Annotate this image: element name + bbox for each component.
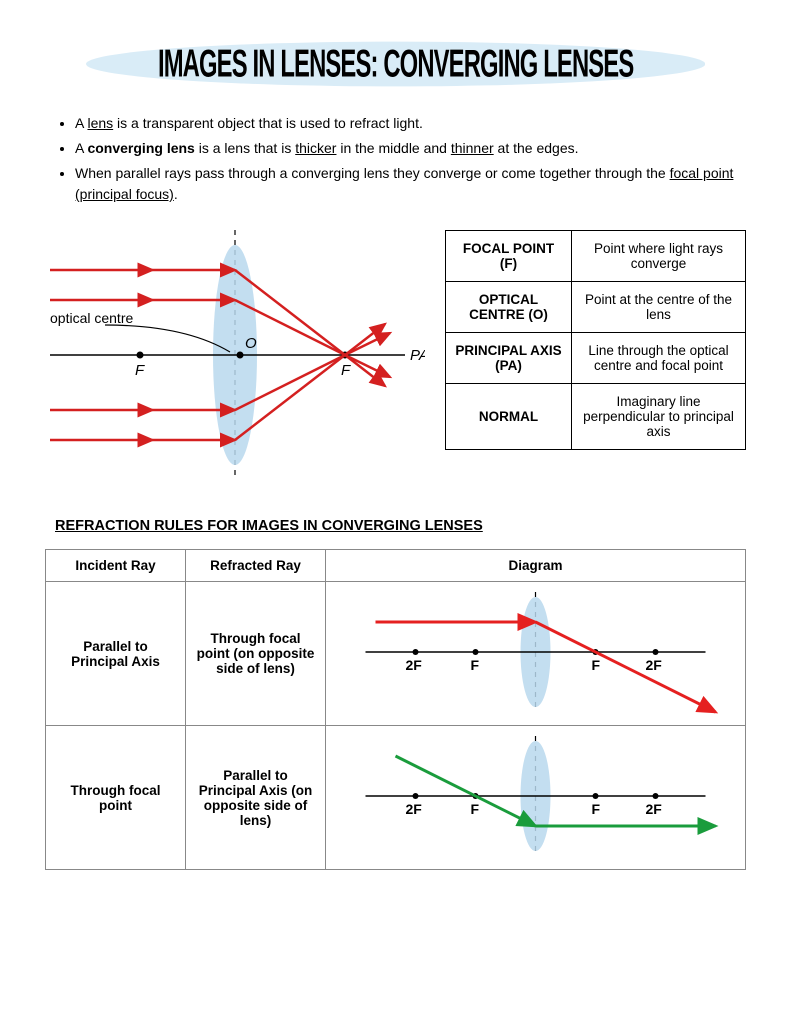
bullet-2: A converging lens is a lens that is thic… bbox=[75, 138, 746, 159]
svg-text:F: F bbox=[471, 657, 480, 673]
intro-bullets: A lens is a transparent object that is u… bbox=[75, 113, 746, 205]
def-row-optical-centre: OPTICAL CENTRE (O) Point at the centre o… bbox=[446, 282, 746, 333]
svg-text:2F: 2F bbox=[406, 657, 423, 673]
page-title-banner: IMAGES IN LENSES: CONVERGING LENSES bbox=[45, 40, 746, 88]
label-optical-centre: optical centre bbox=[50, 310, 133, 326]
page-title: IMAGES IN LENSES: CONVERGING LENSES bbox=[158, 42, 633, 87]
svg-text:2F: 2F bbox=[646, 801, 663, 817]
label-pa: PA bbox=[410, 347, 425, 364]
label-f-right: F bbox=[341, 362, 351, 379]
refraction-rules-table: Incident Ray Refracted Ray Diagram Paral… bbox=[45, 549, 746, 870]
svg-text:F: F bbox=[592, 801, 601, 817]
definitions-table: FOCAL POINT (F) Point where light rays c… bbox=[445, 230, 746, 450]
lens-ray-diagram: F F O PA optical centre bbox=[45, 225, 425, 488]
bullet-1: A lens is a transparent object that is u… bbox=[75, 113, 746, 134]
def-row-principal-axis: PRINCIPAL AXIS (PA) Line through the opt… bbox=[446, 333, 746, 384]
def-row-normal: NORMAL Imaginary line perpendicular to p… bbox=[446, 384, 746, 450]
label-f-left: F bbox=[135, 362, 145, 379]
rule-row-1: Parallel to Principal Axis Through focal… bbox=[46, 582, 746, 726]
rule-row-2: Through focal point Parallel to Principa… bbox=[46, 726, 746, 870]
svg-text:2F: 2F bbox=[406, 801, 423, 817]
section-heading: REFRACTION RULES FOR IMAGES IN CONVERGIN… bbox=[55, 518, 746, 534]
rule1-diagram: 2F F F 2F bbox=[326, 582, 745, 722]
rule2-diagram: 2F F F 2F bbox=[326, 726, 745, 866]
def-row-focal-point: FOCAL POINT (F) Point where light rays c… bbox=[446, 231, 746, 282]
label-o: O bbox=[245, 335, 257, 352]
rules-header-row: Incident Ray Refracted Ray Diagram bbox=[46, 550, 746, 582]
svg-text:2F: 2F bbox=[646, 657, 663, 673]
svg-text:F: F bbox=[471, 801, 480, 817]
bullet-3: When parallel rays pass through a conver… bbox=[75, 163, 746, 205]
svg-text:F: F bbox=[592, 657, 601, 673]
